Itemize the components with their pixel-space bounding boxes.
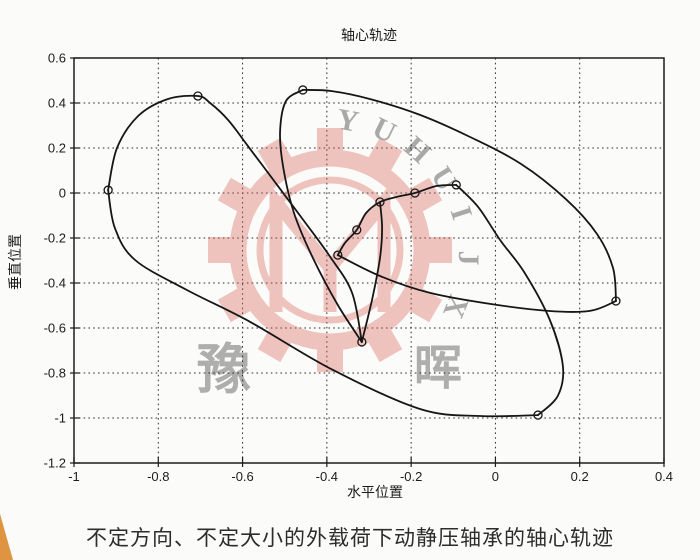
data-point-marker — [533, 410, 543, 420]
orbit-path-segment — [336, 254, 617, 313]
y-tick-label: -0.8 — [44, 366, 66, 381]
y-tick-label: -0.6 — [44, 321, 66, 336]
x-tick-label: -0.2 — [400, 469, 422, 484]
watermark-letter: J — [452, 251, 485, 266]
axes-layer: -1 -0.8 -0.6 -0.4 -0.2 0 0.2 0.4 0.6 0.4 0.2 0 -0.2 -… — [44, 51, 673, 485]
gear-tooth — [406, 286, 443, 323]
watermark-letter: I — [444, 202, 479, 223]
gear-tooth — [366, 326, 403, 363]
orbit-curve-layer — [103, 85, 621, 420]
data-point-marker — [298, 85, 308, 95]
orbit-path-segment — [455, 184, 565, 416]
data-point-marker — [193, 91, 203, 101]
y-tick-label: -0.4 — [44, 276, 66, 291]
gear-tooth — [366, 137, 403, 174]
plot-box — [73, 57, 665, 464]
orbit-path-segment — [107, 94, 363, 343]
x-tick-label: -0.8 — [147, 469, 169, 484]
x-tick-label: 0.2 — [571, 469, 589, 484]
figure-caption: 不定方向、不定大小的外载荷下动静压轴承的轴心轨迹 — [86, 526, 614, 550]
y-tick-label: -1 — [54, 411, 66, 426]
data-point-marker — [375, 197, 385, 207]
x-tick-label: 0 — [492, 469, 499, 484]
data-point-marker — [611, 296, 621, 306]
gear-tooth — [257, 326, 294, 363]
y-tick-label: 0.2 — [48, 141, 66, 156]
x-tick-label: -0.4 — [316, 469, 338, 484]
data-point-marker — [451, 180, 461, 190]
y-tick-label: -1.2 — [44, 456, 66, 471]
gear-tooth — [406, 177, 443, 214]
orbit-path-segment — [360, 201, 384, 343]
logo-inner-ring — [256, 176, 404, 324]
gear-tooth — [257, 137, 294, 174]
grid-layer — [73, 57, 665, 464]
orbit-plot: Y UHUIJX豫晖 -1 -0.8 -0.6 -0.4 -0.2 0 0.2 0.40.60.… — [7, 27, 673, 500]
watermark-character: 晖 — [414, 342, 462, 395]
orbit-path-segment — [107, 189, 539, 418]
data-point-marker — [410, 188, 420, 198]
chart-title: 轴心轨迹 — [341, 27, 397, 43]
y-tick-label: 0.6 — [48, 51, 66, 66]
y-tick-label: -0.2 — [44, 231, 66, 246]
data-point-marker — [103, 185, 113, 195]
data-point-marker — [352, 225, 362, 235]
data-point-marker — [333, 250, 343, 260]
orbit-path-segment — [301, 89, 617, 302]
orbit-path-segment — [279, 89, 363, 343]
y-tick-label: 0.4 — [48, 96, 66, 111]
watermark-character: 豫 — [197, 340, 251, 400]
watermark-letter: H — [398, 130, 437, 170]
x-axis-label: 水平位置 — [347, 484, 403, 500]
y-axis-label: 垂直位置 — [7, 234, 23, 290]
gear-ring — [229, 149, 431, 351]
gear-tooth — [217, 286, 254, 323]
y-tick-label: 0 — [59, 186, 66, 201]
scan-corner-artifact — [0, 514, 13, 560]
x-tick-label: 0.4 — [655, 469, 673, 484]
data-point-marker — [357, 337, 367, 347]
yuhui-logo-watermark: Y UHUIJX豫晖 — [197, 103, 485, 400]
x-tick-label: -1 — [68, 469, 80, 484]
gear-tooth — [217, 177, 254, 214]
x-tick-label: -0.6 — [231, 469, 253, 484]
watermark-letter: U — [367, 111, 401, 150]
watermark-letter: Y — [334, 103, 361, 139]
